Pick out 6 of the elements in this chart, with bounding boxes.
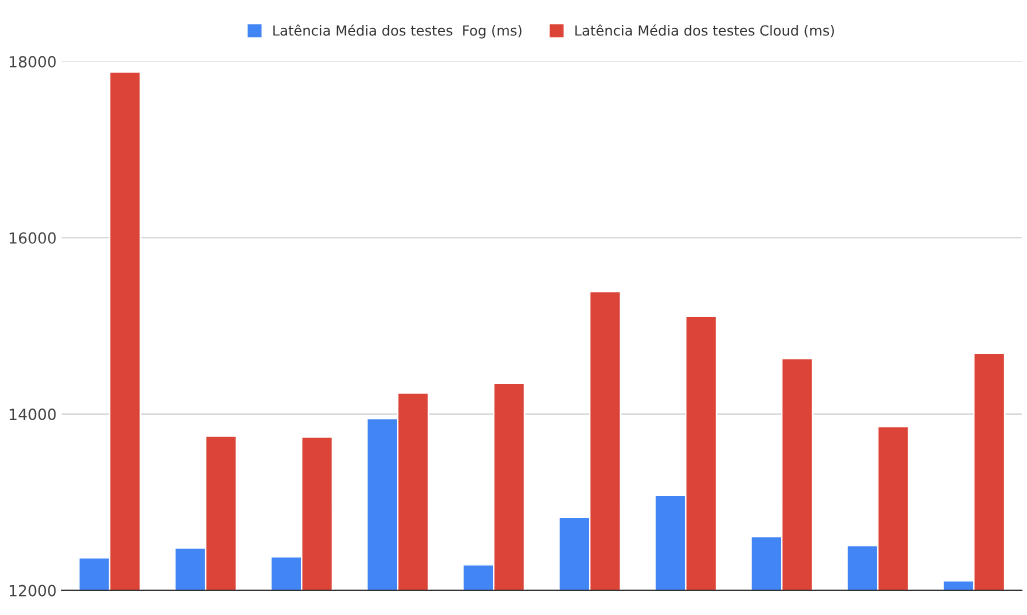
legend-label: Latência Média dos testes Cloud (ms): [575, 24, 834, 38]
y-tick-label: 16000: [9, 232, 56, 244]
legend-label: Latência Média dos testes Fog (ms): [273, 24, 522, 39]
y-tick-label: 18000: [9, 55, 56, 68]
y-tick-label: 12000: [9, 584, 56, 597]
y-tick-label: 14000: [9, 408, 56, 421]
